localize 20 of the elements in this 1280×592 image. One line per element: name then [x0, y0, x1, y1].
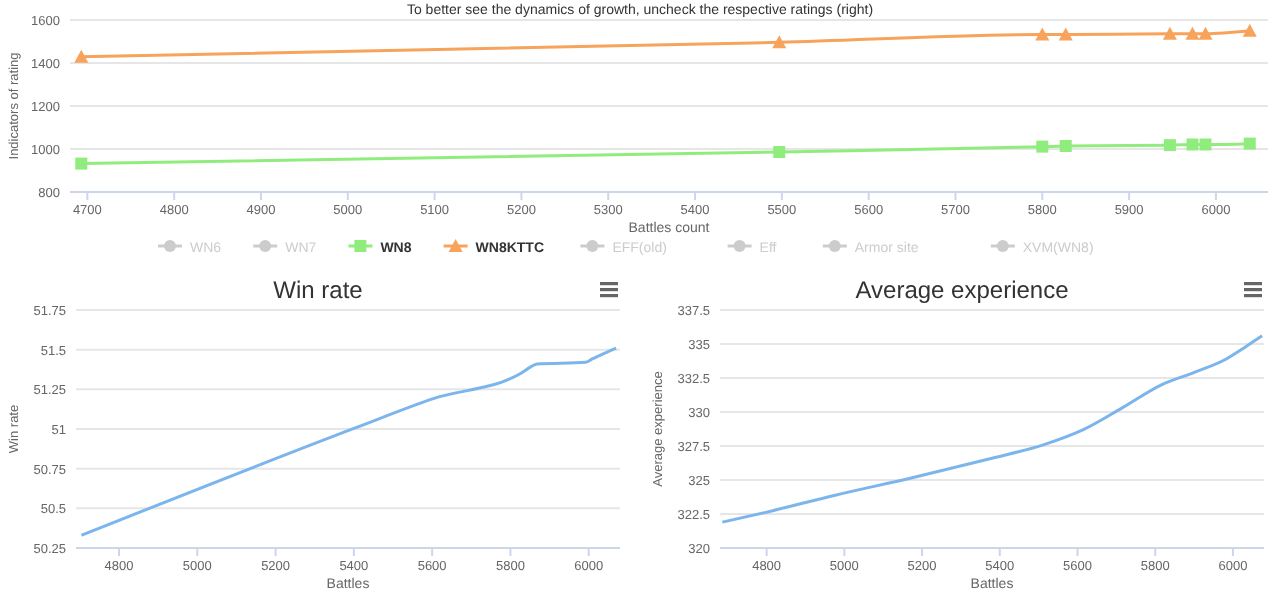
- point: [1186, 138, 1199, 151]
- point: [1198, 26, 1213, 40]
- point: [772, 35, 787, 49]
- point: [74, 49, 89, 63]
- point: [1036, 140, 1049, 153]
- chart-title: Average experience: [855, 276, 1070, 304]
- point: [1058, 27, 1073, 41]
- point: [75, 157, 88, 170]
- point: [1185, 26, 1200, 40]
- point: [1199, 138, 1212, 151]
- point: [1162, 26, 1177, 40]
- point: [1242, 23, 1257, 37]
- point: [1243, 137, 1256, 150]
- point: [1035, 27, 1050, 41]
- line-series: [79, 346, 618, 537]
- point: [1059, 139, 1072, 152]
- point: [773, 146, 786, 159]
- point: [1163, 139, 1176, 152]
- line-series: [720, 334, 1264, 524]
- chart-title: Win rate: [273, 276, 364, 304]
